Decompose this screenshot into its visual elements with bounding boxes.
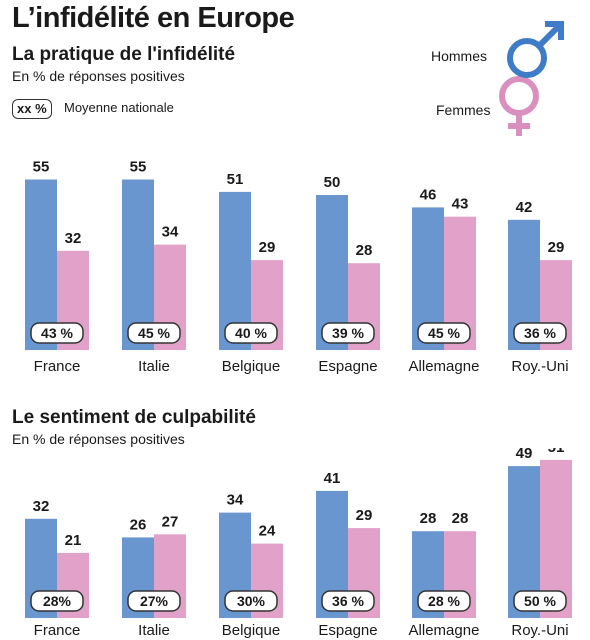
average-label: 36 %	[332, 593, 364, 609]
average-label: 28%	[43, 593, 72, 609]
category-label: Roy.-Uni	[511, 622, 568, 639]
chart-2-subtitle: En % de réponses positives	[12, 431, 185, 447]
category-label: France	[34, 358, 81, 375]
average-legend-label: Moyenne nationale	[64, 100, 174, 115]
value-label: 51	[548, 448, 565, 456]
value-label: 43	[452, 196, 469, 213]
value-label: 55	[33, 159, 50, 176]
category-label: Allemagne	[409, 358, 480, 375]
male-symbol-icon	[507, 21, 564, 78]
value-label: 27	[162, 513, 179, 530]
value-label: 32	[65, 230, 82, 247]
average-label: 36 %	[524, 325, 556, 341]
value-label: 55	[130, 159, 147, 176]
category-label: France	[34, 622, 81, 639]
gender-symbols-icon	[499, 21, 564, 136]
category-label: Italie	[138, 622, 170, 639]
average-badge	[321, 590, 375, 612]
average-badge	[30, 590, 84, 612]
category-label: Espagne	[318, 358, 377, 375]
average-badge	[224, 322, 278, 344]
average-badge	[321, 322, 375, 344]
average-badge	[417, 590, 471, 612]
value-label: 29	[259, 239, 276, 256]
chart-infidelity: 55 32 43 % France 55 34 45 % Italie 51 29 40 % Belg…	[25, 159, 572, 375]
page-title: L’infidélité en Europe	[12, 2, 295, 34]
value-label: 28	[356, 242, 373, 259]
average-label: 30%	[237, 593, 266, 609]
average-badge	[513, 590, 567, 612]
category-label: Italie	[138, 358, 170, 375]
average-badge	[417, 322, 471, 344]
value-label: 42	[516, 199, 533, 216]
value-label: 24	[259, 523, 276, 540]
average-label: 45 %	[138, 325, 170, 341]
value-label: 41	[324, 470, 341, 487]
average-label: 39 %	[332, 325, 364, 341]
chart-guilt: 32 21 28% France 26 27 27% Italie 34 24 30% Belgiqu…	[25, 448, 572, 639]
female-symbol-icon	[499, 76, 539, 136]
average-badge	[224, 590, 278, 612]
average-badge	[513, 322, 567, 344]
value-label: 28	[420, 510, 437, 527]
category-label: Allemagne	[409, 622, 480, 639]
category-label: Espagne	[318, 622, 377, 639]
value-label: 34	[162, 224, 179, 241]
chart-1-subtitle: En % de réponses positives	[12, 68, 185, 84]
category-label: Roy.-Uni	[511, 358, 568, 375]
value-label: 51	[227, 171, 244, 188]
value-label: 26	[130, 516, 147, 533]
value-label: 50	[324, 174, 341, 191]
value-label: 32	[33, 498, 50, 515]
men-legend-label: Hommes	[431, 48, 488, 64]
value-label: 29	[548, 239, 565, 256]
chart-2-title: Le sentiment de culpabilité	[12, 407, 256, 428]
average-label: 40 %	[235, 325, 267, 341]
women-legend-label: Femmes	[436, 102, 491, 118]
value-label: 49	[516, 448, 533, 462]
bar-men-0	[25, 179, 57, 350]
value-label: 21	[65, 532, 82, 549]
average-label: 27%	[140, 593, 169, 609]
average-label: 45 %	[428, 325, 460, 341]
average-badge	[30, 322, 84, 344]
category-label: Belgique	[222, 622, 280, 639]
bar-men-1	[122, 179, 154, 350]
category-label: Belgique	[222, 358, 280, 375]
value-label: 28	[452, 510, 469, 527]
average-label: 28 %	[428, 593, 460, 609]
average-badge	[127, 322, 181, 344]
value-label: 34	[227, 492, 244, 509]
chart-1-title: La pratique de l'infidélité	[12, 44, 236, 65]
value-label: 46	[420, 186, 437, 203]
value-label: 29	[356, 507, 373, 524]
average-badge	[127, 590, 181, 612]
average-label: 50 %	[524, 593, 556, 609]
average-legend-box: xx %	[12, 99, 52, 119]
average-label: 43 %	[41, 325, 73, 341]
